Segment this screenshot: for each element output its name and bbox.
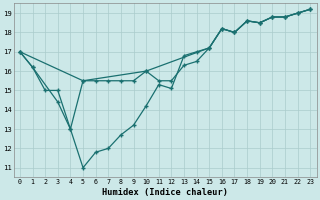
X-axis label: Humidex (Indice chaleur): Humidex (Indice chaleur): [102, 188, 228, 197]
